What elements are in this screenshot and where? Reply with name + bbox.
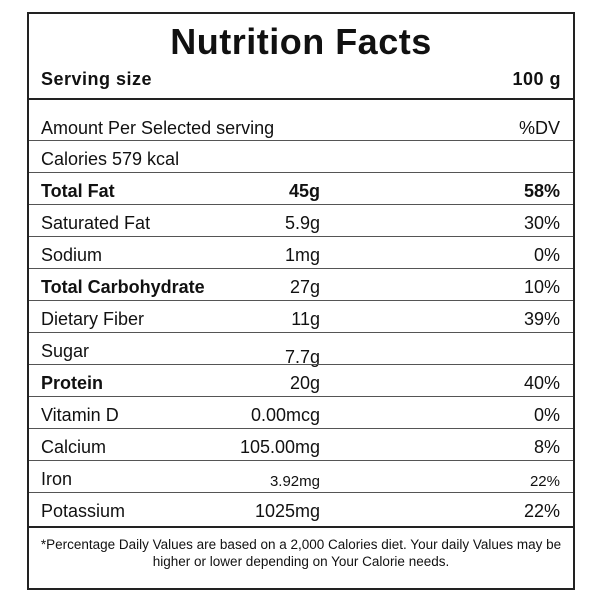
nutrient-dv: 8% [533,437,560,457]
nutrient-amount: 45g [288,181,320,201]
nutrient-name: Total Carbohydrate [41,277,205,297]
nutrition-label: Nutrition Facts Serving size 100 g Amoun… [27,12,575,590]
nutrient-amount: 1025mg [254,501,320,521]
nutrient-amount: 20g [289,373,320,393]
nutrient-amount: 11g [291,309,320,329]
nutrient-row-iron: Iron 3.92mg 22% [29,460,573,492]
nutrient-amount: 105.00mg [239,437,320,457]
nutrient-amount: 0.00mcg [250,405,320,425]
nutrient-dv: 39% [523,309,560,329]
nutrient-name: Calcium [41,437,107,457]
nutrient-name: Iron [41,469,73,489]
nutrient-amount: 1mg [284,245,320,265]
nutrient-row-sugar: Sugar 7.7g [29,332,573,367]
nutrient-dv: 58% [523,181,560,201]
divider-thick [29,98,573,100]
nutrient-row-dietary-fiber: Dietary Fiber 11g 39% [29,300,573,332]
nutrient-row-saturated-fat: Saturated Fat 5.9g 30% [29,204,573,236]
footnote: *Percentage Daily Values are based on a … [40,537,562,569]
nutrient-amount: 27g [289,277,320,297]
nutrient-name: Dietary Fiber [41,309,145,329]
nutrient-dv: 22% [529,473,560,490]
serving-size-row: Serving size 100 g [41,66,561,92]
serving-size-label: Serving size [41,69,153,89]
label-title: Nutrition Facts [170,21,432,62]
nutrient-name: Sugar [41,341,90,361]
nutrient-dv: 0% [533,405,560,425]
nutrient-name: Vitamin D [41,405,119,425]
nutrient-name: Saturated Fat [41,213,151,233]
divider-footnote [29,526,573,528]
nutrient-row-sodium: Sodium 1mg 0% [29,236,573,268]
nutrient-amount: 5.9g [284,213,320,233]
nutrient-row-total-carbohydrate: Total Carbohydrate 27g 10% [29,268,573,300]
nutrient-row-protein: Protein 20g 40% [29,364,573,396]
nutrient-name: Potassium [41,501,126,521]
nutrient-dv: 0% [533,245,560,265]
nutrient-row-vitamin-d: Vitamin D 0.00mcg 0% [29,396,573,428]
nutrient-row-calcium: Calcium 105.00mg 8% [29,428,573,460]
nutrient-name: Sodium [41,245,103,265]
amount-per-serving-label: Amount Per Selected serving [41,118,275,138]
calories-row: Calories 579 kcal [29,140,573,172]
nutrient-name: Total Fat [41,181,115,201]
nutrient-row-total-fat: Total Fat 45g 58% [29,172,573,204]
nutrient-name: Protein [41,373,104,393]
nutrient-row-potassium: Potassium 1025mg 22% [29,492,573,524]
amount-header-row: Amount Per Selected serving %DV [29,110,573,142]
dv-header-label: %DV [518,118,560,138]
serving-size-value: 100 g [512,69,561,89]
nutrient-dv: 22% [523,501,560,521]
nutrient-amount: 7.7g [284,347,320,367]
nutrient-dv: 30% [523,213,560,233]
nutrient-dv: 10% [523,277,560,297]
nutrient-amount: 3.92mg [269,473,320,490]
nutrient-dv: 40% [523,373,560,393]
calories-text: Calories 579 kcal [41,149,180,169]
